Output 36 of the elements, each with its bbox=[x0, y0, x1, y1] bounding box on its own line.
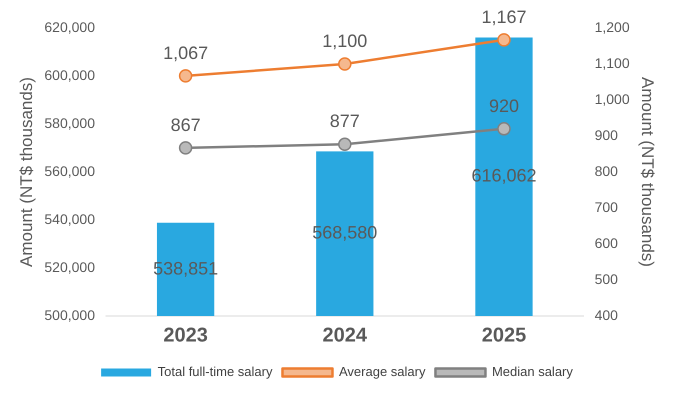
point bbox=[497, 33, 511, 47]
y2-tick-label: 900 bbox=[594, 126, 618, 143]
y-tick-label: 520,000 bbox=[44, 258, 96, 275]
y-tick-label: 580,000 bbox=[44, 114, 96, 131]
y-tick-label: 620,000 bbox=[44, 18, 96, 35]
point bbox=[178, 69, 192, 83]
x-tick-label: 2023 bbox=[163, 324, 208, 347]
y2-tick-label: 700 bbox=[594, 198, 618, 215]
y-axis-title: Amount (NT$ thousands) bbox=[16, 77, 36, 267]
data-label: 1,067 bbox=[163, 42, 208, 63]
x-tick-label: 2024 bbox=[322, 324, 368, 347]
data-label: 920 bbox=[488, 96, 519, 116]
data-label: 877 bbox=[330, 111, 360, 132]
y-tick-label: 600,000 bbox=[44, 66, 96, 83]
y-tick-label: 560,000 bbox=[44, 162, 96, 179]
data-label: 1,100 bbox=[322, 30, 368, 51]
x-tick-label: 2025 bbox=[482, 324, 526, 347]
legend-label: Average salary bbox=[338, 364, 426, 380]
y2-tick-label: 500 bbox=[594, 270, 618, 287]
data-label: 1,167 bbox=[481, 6, 526, 27]
y2-tick-label: 1,200 bbox=[594, 18, 630, 35]
data-label: 867 bbox=[170, 114, 201, 135]
y-tick-label: 540,000 bbox=[44, 210, 96, 227]
legend-label: Total full-time salary bbox=[158, 364, 273, 380]
y2-tick-label: 1,000 bbox=[594, 90, 630, 107]
point bbox=[497, 122, 511, 136]
point bbox=[178, 141, 192, 155]
y2-tick-label: 600 bbox=[594, 234, 618, 251]
y2-tick-label: 800 bbox=[594, 162, 618, 179]
point bbox=[338, 57, 352, 71]
y2-tick-label: 1,100 bbox=[594, 54, 630, 71]
y2-axis-title: Amount (NT$ thousands) bbox=[638, 77, 658, 267]
point bbox=[338, 138, 352, 152]
y-tick-label: 500,000 bbox=[44, 306, 96, 323]
y2-tick-label: 400 bbox=[594, 306, 618, 323]
legend-label: Median salary bbox=[492, 364, 574, 380]
